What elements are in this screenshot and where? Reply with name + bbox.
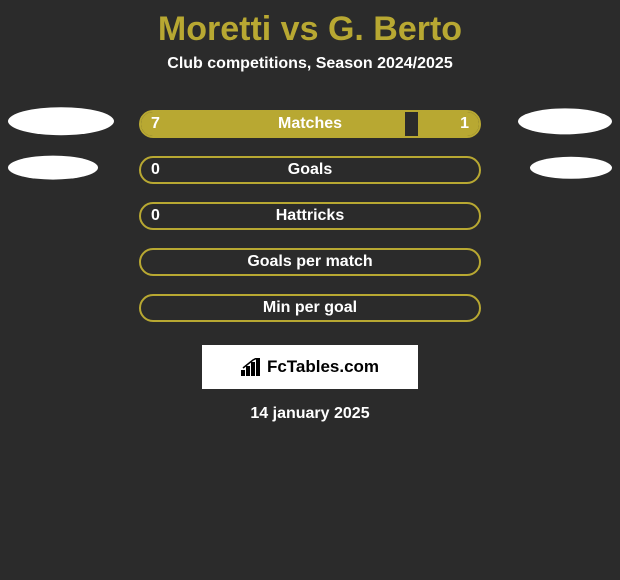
stat-row: Hattricks0 xyxy=(0,193,620,239)
player-left-marker xyxy=(8,107,114,135)
stat-row: Goals per match xyxy=(0,239,620,285)
stat-label: Matches xyxy=(141,112,479,136)
stat-value-left: 0 xyxy=(151,158,160,182)
stat-label: Goals xyxy=(141,158,479,182)
logo-text: FcTables.com xyxy=(267,357,379,377)
stat-label: Goals per match xyxy=(141,250,479,274)
stat-value-right: 1 xyxy=(460,112,469,136)
logo-box: FcTables.com xyxy=(202,345,418,389)
stat-bar: Hattricks0 xyxy=(139,202,481,230)
player-left-marker xyxy=(8,156,98,180)
stat-bar: Min per goal xyxy=(139,294,481,322)
stat-bar: Goals0 xyxy=(139,156,481,184)
stat-label: Hattricks xyxy=(141,204,479,228)
stat-value-left: 0 xyxy=(151,204,160,228)
stat-row: Min per goal xyxy=(0,285,620,331)
comparison-subtitle: Club competitions, Season 2024/2025 xyxy=(0,55,620,101)
stat-label: Min per goal xyxy=(141,296,479,320)
stat-row: Matches7 1 xyxy=(0,101,620,147)
stat-bar: Goals per match xyxy=(139,248,481,276)
player-right-marker xyxy=(530,157,612,179)
comparison-title: Moretti vs G. Berto xyxy=(0,0,620,55)
stat-value-left: 7 xyxy=(151,112,160,136)
stat-bar: Matches7 1 xyxy=(139,110,481,138)
stat-row: Goals0 xyxy=(0,147,620,193)
chart-icon xyxy=(241,358,263,376)
logo: FcTables.com xyxy=(241,357,379,377)
player-right-marker xyxy=(518,108,612,134)
date-label: 14 january 2025 xyxy=(0,405,620,423)
stats-container: Matches71Goals0Hattricks0Goals per match… xyxy=(0,101,620,331)
